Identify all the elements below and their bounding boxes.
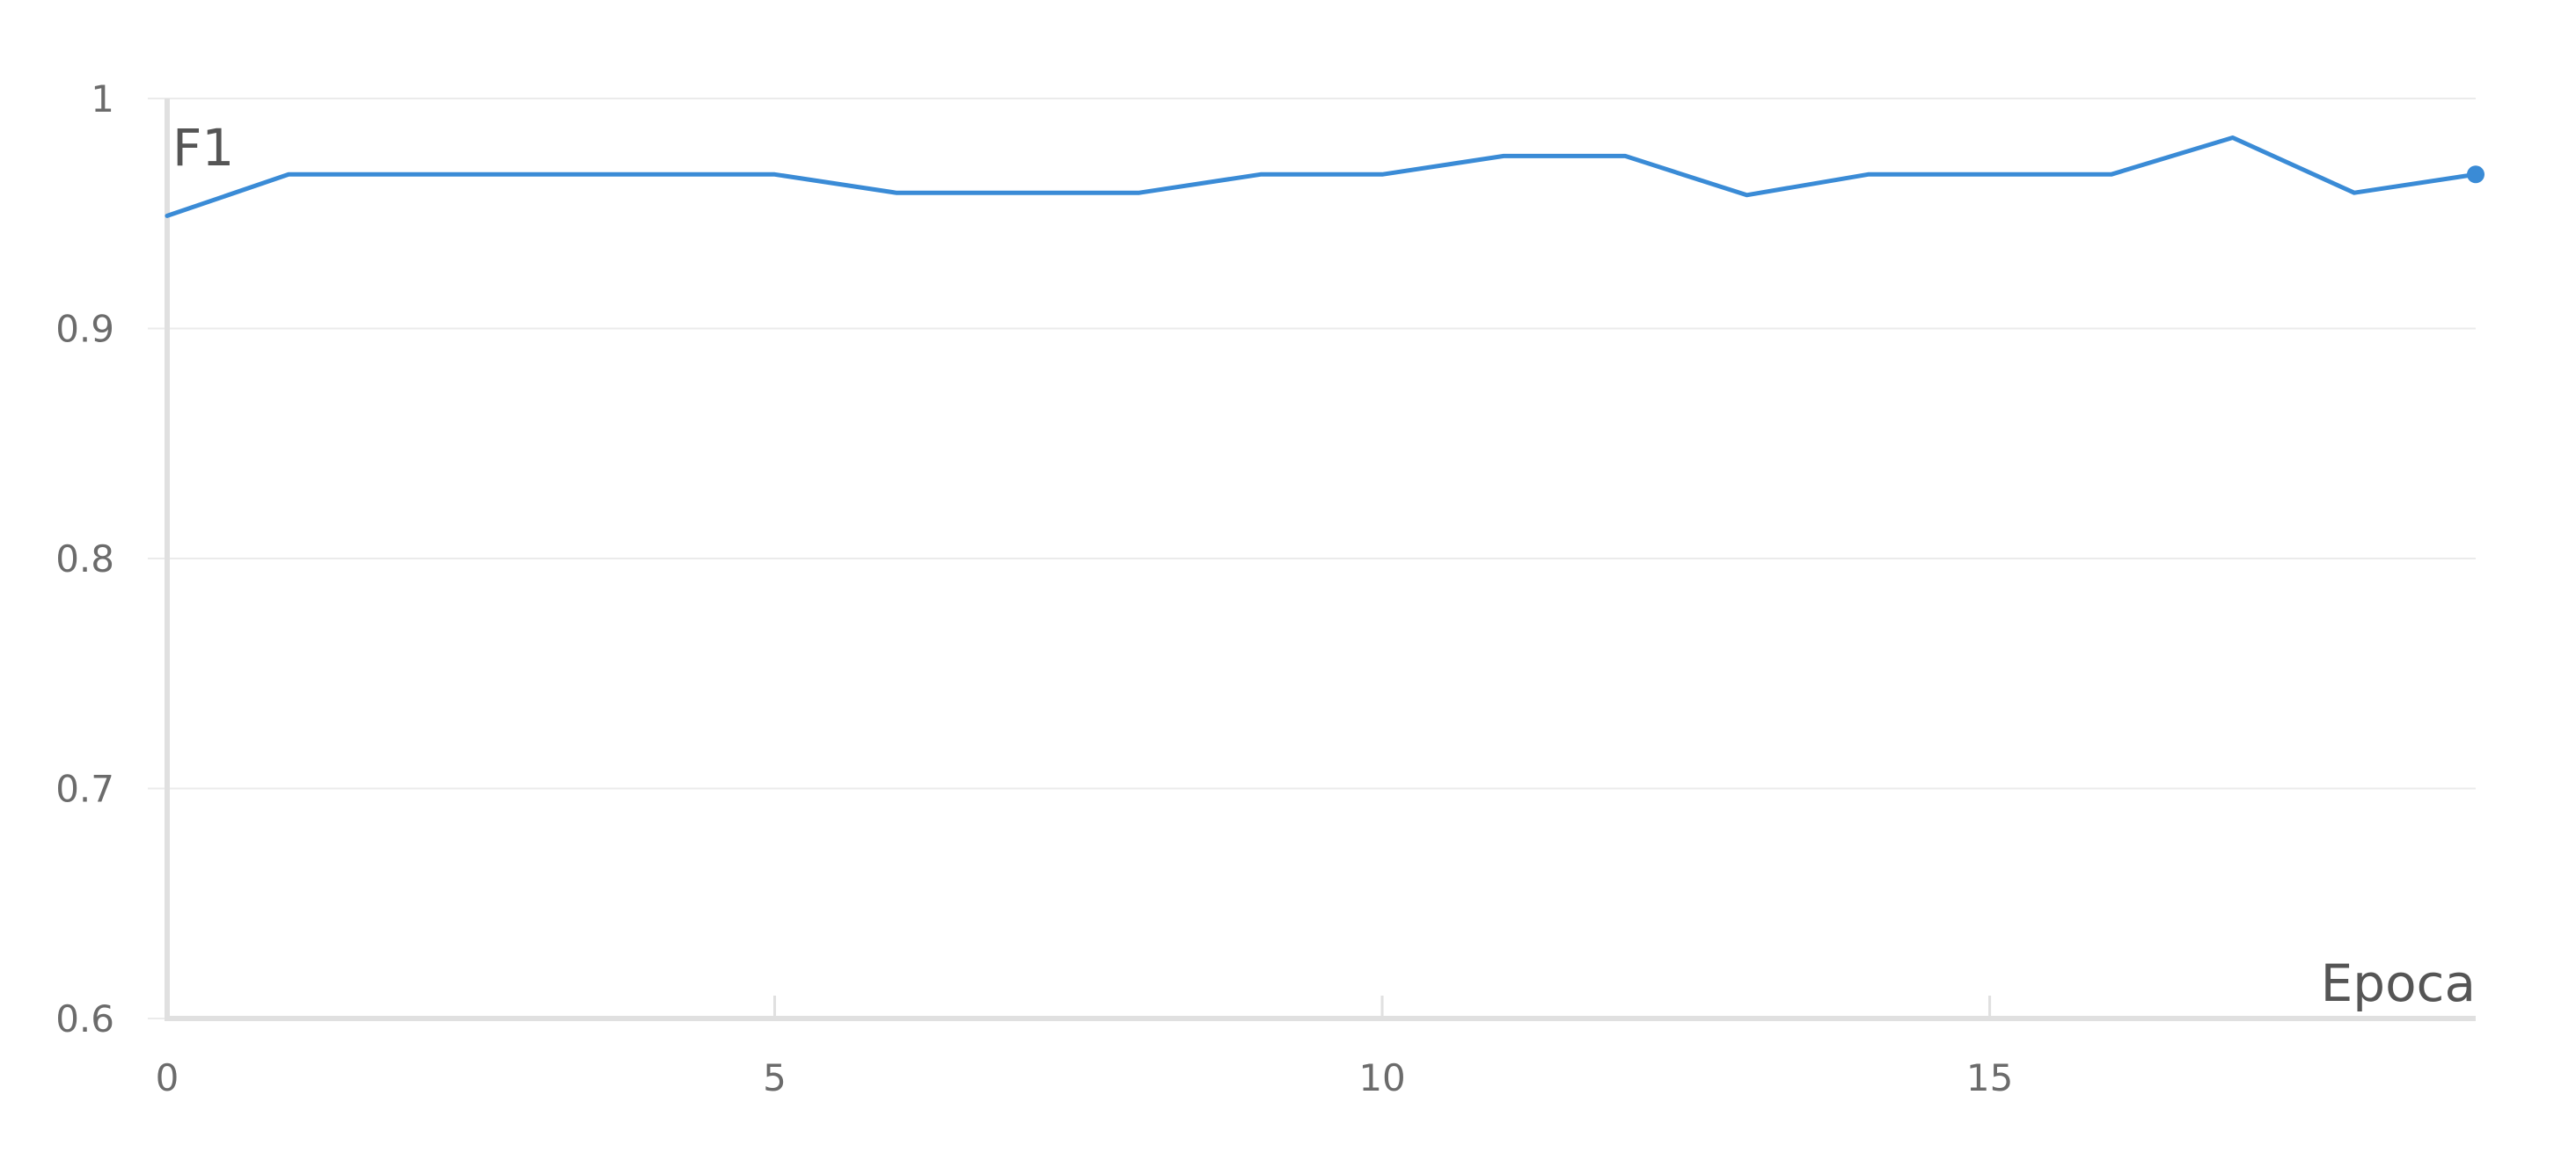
- y-tick-label: 0.6: [55, 997, 114, 1040]
- last-point-marker: [2467, 165, 2485, 184]
- y-tick-label: 1: [91, 77, 114, 120]
- x-axis: 0 5 10 15: [156, 996, 2476, 1099]
- series-line: [165, 135, 2478, 218]
- y-tick-label: 0.7: [55, 768, 114, 811]
- y-axis-title: F1: [172, 118, 234, 178]
- x-tick-label: 10: [1358, 1056, 1405, 1099]
- x-tick-label: 15: [1966, 1056, 2013, 1099]
- y-tick-label: 0.9: [55, 308, 114, 351]
- y-tick-label: 0.8: [55, 537, 114, 580]
- x-tick-label: 0: [156, 1056, 179, 1099]
- plot-area: [165, 135, 2485, 218]
- y-axis: 0.6 0.7 0.8 0.9 1: [55, 77, 170, 1040]
- x-axis-title: Epoca: [2321, 953, 2476, 1013]
- x-tick-label: 5: [763, 1056, 787, 1099]
- grid-lines: [167, 98, 2476, 790]
